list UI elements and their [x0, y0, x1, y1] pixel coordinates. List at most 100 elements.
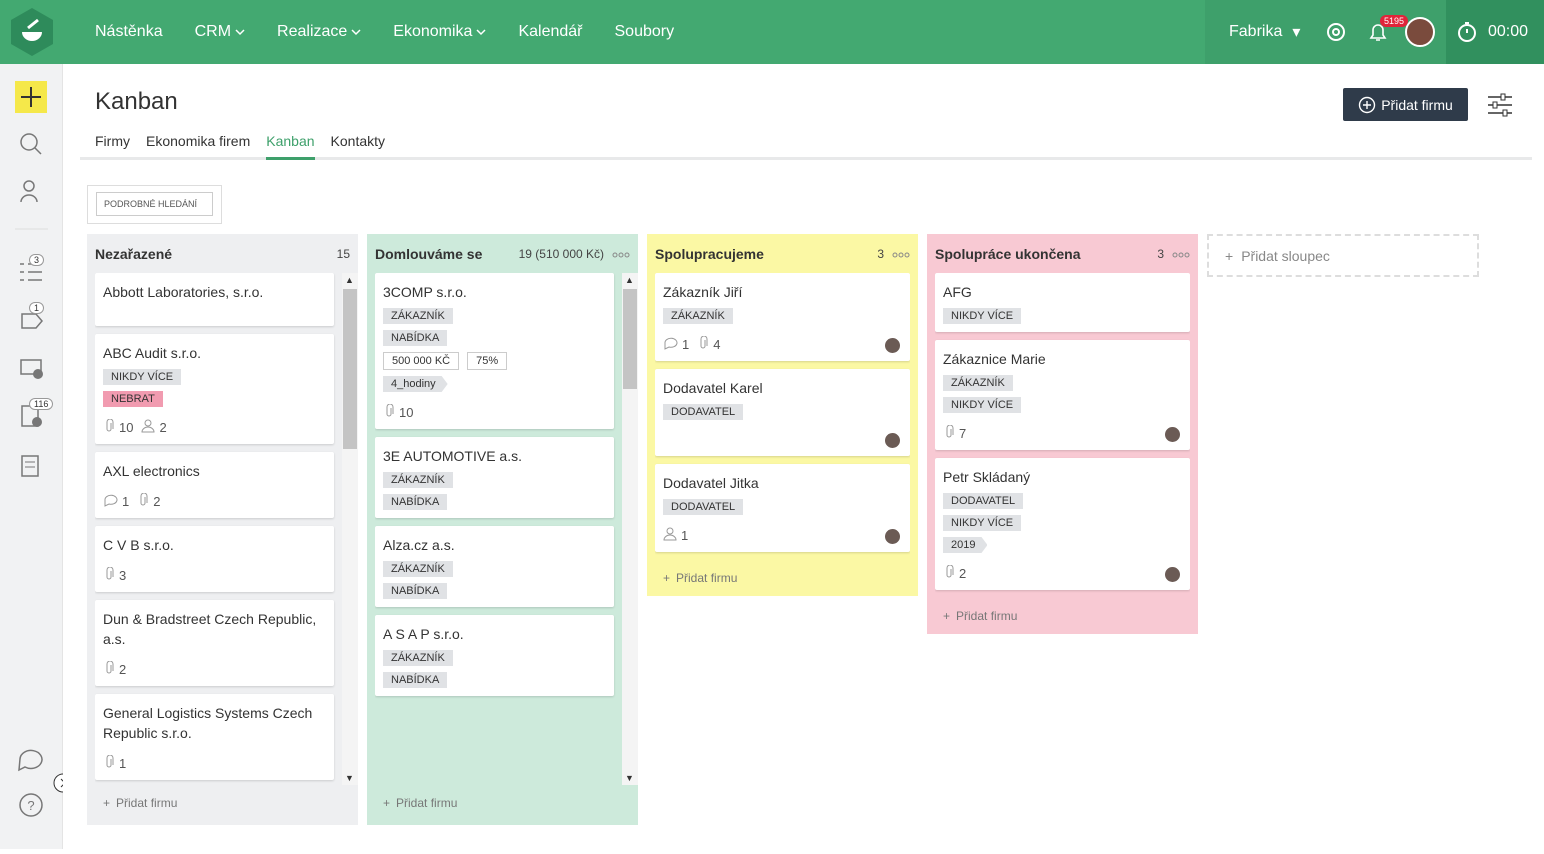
card[interactable]: Zákaznice Marie ZÁKAZNÍK NIKDY VÍCE 7 — [935, 340, 1190, 450]
tag: NIKDY VÍCE — [943, 308, 1022, 324]
attachments-stat: 3 — [103, 566, 126, 584]
nav-item[interactable]: Kalendář — [518, 23, 582, 41]
tag-row: ZÁKAZNÍK — [383, 308, 606, 324]
card[interactable]: A S A P s.r.o. ZÁKAZNÍK NABÍDKA — [375, 615, 614, 696]
comments-stat: 1 — [663, 337, 689, 353]
attachments-icon — [103, 418, 115, 436]
attachments-count: 10 — [399, 405, 414, 420]
card[interactable]: ABC Audit s.r.o. NIKDY VÍCE NEBRAT 10 2 — [95, 334, 334, 444]
tab[interactable]: Kanban — [266, 133, 315, 160]
arrow-tag: 4_hodiny — [383, 376, 448, 392]
card[interactable]: Dodavatel Karel DODAVATEL — [655, 369, 910, 456]
add-card[interactable]: + Přidat firmu — [655, 560, 910, 596]
nav-item[interactable]: Nástěnka — [95, 23, 163, 41]
card-title: A S A P s.r.o. — [383, 626, 464, 642]
attachments-count: 4 — [713, 337, 721, 352]
card-title: Zákazník Jiří — [663, 284, 743, 300]
sidebar-icons: ? — [15, 81, 73, 817]
persons-icon — [141, 419, 155, 436]
tag-row: NABÍDKA — [383, 330, 606, 346]
card-stats: 2 — [103, 660, 326, 678]
filter-settings[interactable] — [1487, 93, 1513, 117]
count: 3 — [1157, 246, 1164, 261]
card[interactable]: Petr Skládaný DODAVATEL NIKDY VÍCE 2019 2 — [935, 458, 1190, 590]
tag: ZÁKAZNÍK — [383, 308, 453, 324]
column: Spolupracujeme 3 Zákazník Jiří ZÁKAZNÍK 1 4 Do… — [647, 234, 918, 596]
nav-item[interactable]: CRM — [195, 23, 245, 41]
card-avatar — [885, 433, 900, 448]
add-card[interactable]: + Přidat firmu — [935, 598, 1190, 634]
attachments-count: 2 — [153, 494, 161, 509]
attachments-stat: 1 — [103, 754, 126, 772]
column-menu[interactable] — [892, 247, 910, 261]
tag-row: NIKDY VÍCE — [103, 369, 326, 385]
svg-text:?: ? — [27, 798, 34, 813]
tag: NIKDY VÍCE — [943, 515, 1022, 531]
add-card[interactable]: + Přidat firmu — [375, 785, 630, 821]
scroll-down: ▼ — [345, 773, 354, 783]
attachments-count: 2 — [119, 662, 127, 677]
add-card-label: Přidat firmu — [396, 796, 458, 810]
attachments-stat: 2 — [137, 492, 161, 510]
add-card-label: Přidat firmu — [116, 796, 178, 810]
column-menu[interactable] — [612, 247, 630, 261]
tab[interactable]: Kontakty — [330, 133, 386, 149]
tag: ZÁKAZNÍK — [663, 308, 733, 324]
card[interactable]: AFG NIKDY VÍCE — [935, 273, 1190, 332]
card[interactable]: C V B s.r.o. 3 — [95, 526, 334, 592]
card[interactable]: Abbott Laboratories, s.r.o. — [95, 273, 334, 326]
advanced-search-button[interactable]: PODROBNÉ HLEDÁNÍ — [96, 192, 213, 216]
logo[interactable] — [8, 8, 56, 56]
tabs: Firmy Ekonomika firem Kanban Kontakty — [80, 133, 1532, 160]
attachments-icon — [943, 564, 955, 582]
comments-count: 1 — [682, 337, 690, 352]
attachments-icon — [103, 566, 115, 584]
add-column[interactable]: + Přidat sloupec — [1207, 234, 1479, 277]
count: 19 (510 000 Kč) — [518, 246, 604, 261]
tag: NABÍDKA — [383, 494, 448, 510]
settings-icon[interactable] — [1324, 20, 1348, 44]
card[interactable]: Dun & Bradstreet Czech Republic, a.s. 2 — [95, 600, 334, 686]
tag-row: NIKDY VÍCE — [943, 515, 1182, 531]
user-avatar[interactable] — [1405, 17, 1435, 47]
card-stats: 2 — [943, 564, 1182, 582]
notifications[interactable]: 5195 — [1360, 0, 1446, 64]
plus: + — [103, 796, 111, 810]
workspace-switch[interactable]: Fabrika ▾ — [1205, 0, 1360, 64]
card[interactable]: 3E AUTOMOTIVE a.s. ZÁKAZNÍK NABÍDKA — [375, 437, 614, 518]
persons-count: 2 — [159, 420, 167, 435]
add-column-label: Přidat sloupec — [1241, 247, 1330, 264]
card[interactable]: Alza.cz a.s. ZÁKAZNÍK NABÍDKA — [375, 526, 614, 607]
tag-row: NABÍDKA — [383, 494, 606, 510]
tab[interactable]: Ekonomika firem — [146, 133, 251, 149]
card-avatar — [1165, 427, 1180, 442]
card[interactable]: 3COMP s.r.o. ZÁKAZNÍK NABÍDKA 500 000 KČ 75%… — [375, 273, 614, 429]
count: 15 — [336, 246, 350, 261]
attachments-stat: 2 — [103, 660, 127, 678]
tag: ZÁKAZNÍK — [383, 472, 453, 488]
plus: + — [1225, 247, 1234, 264]
nav-item[interactable]: Soubory — [615, 23, 675, 41]
card[interactable]: Zákazník Jiří ZÁKAZNÍK 1 4 — [655, 273, 910, 361]
attachments-count: 10 — [119, 420, 134, 435]
tab[interactable]: Firmy — [95, 133, 130, 149]
chevron — [235, 23, 245, 41]
arrow-tag: 2019 — [943, 537, 987, 553]
tag-row: DODAVATEL — [943, 493, 1182, 509]
nav-item[interactable]: Ekonomika — [393, 23, 486, 41]
card-stats: 10 — [383, 403, 606, 421]
column-menu[interactable] — [1172, 247, 1190, 261]
card[interactable]: General Logistics Systems Czech Republic… — [95, 694, 334, 780]
tag-row: ZÁKAZNÍK — [383, 472, 606, 488]
add-company-button[interactable]: Přidat firmu — [1343, 88, 1468, 121]
card[interactable]: AXL electronics 1 2 — [95, 452, 334, 518]
nav-item[interactable]: Realizace — [277, 23, 361, 41]
timer[interactable]: 00:00 — [1446, 0, 1544, 64]
add-card[interactable]: + Přidat firmu — [95, 785, 350, 821]
attachments-count: 7 — [959, 426, 967, 441]
card[interactable]: Dodavatel Jitka DODAVATEL 1 — [655, 464, 910, 552]
chevron — [476, 23, 486, 41]
scroll-thumb — [343, 289, 357, 449]
